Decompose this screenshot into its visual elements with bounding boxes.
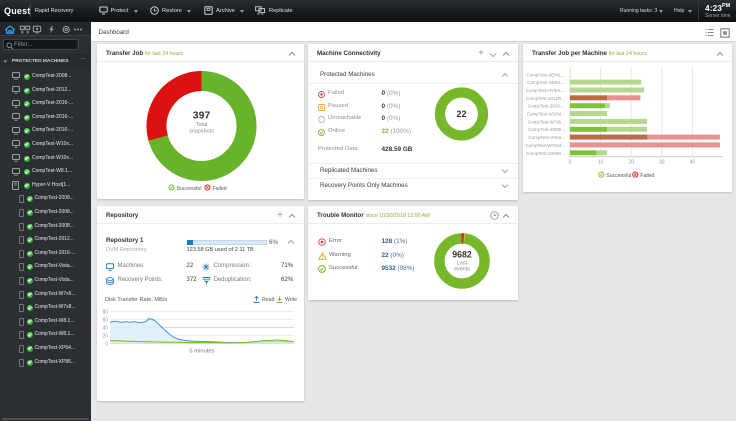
svg-text:10: 10 bbox=[598, 160, 604, 166]
svg-text:snapshots: snapshots bbox=[189, 129, 214, 135]
svg-text:20: 20 bbox=[102, 333, 108, 339]
svg-text:CompTest-W7ds...: CompTest-W7ds... bbox=[528, 119, 565, 124]
svg-text:CompTest-2012R...: CompTest-2012R... bbox=[526, 96, 565, 101]
svg-text:Failed: Failed bbox=[213, 186, 227, 192]
svg-text:0: 0 bbox=[569, 160, 572, 166]
svg-text:40: 40 bbox=[690, 160, 696, 166]
svg-text:22: 22 bbox=[456, 109, 466, 119]
svg-text:20: 20 bbox=[628, 160, 634, 166]
svg-text:Successful: Successful bbox=[606, 173, 631, 179]
svg-text:CompTest-XEN6....: CompTest-XEN6.... bbox=[526, 72, 565, 77]
svg-text:CompTest-2016-...: CompTest-2016-... bbox=[528, 104, 565, 109]
svg-text:30: 30 bbox=[659, 160, 665, 166]
svg-text:Successful: Successful bbox=[177, 186, 202, 192]
svg-text:9682: 9682 bbox=[453, 249, 473, 259]
svg-text:CompTest-VISta...: CompTest-VISta... bbox=[528, 135, 565, 140]
svg-text:events: events bbox=[454, 266, 470, 272]
svg-text:397: 397 bbox=[193, 110, 211, 122]
svg-text:CompTest-W10vt...: CompTest-W10vt... bbox=[527, 112, 565, 117]
svg-text:Failed: Failed bbox=[640, 173, 654, 179]
svg-text:Total: Total bbox=[196, 122, 207, 128]
svg-text:80: 80 bbox=[102, 309, 108, 315]
svg-text:CompTest-HY5m....: CompTest-HY5m.... bbox=[526, 88, 565, 93]
svg-text:CompTest-W7x64...: CompTest-W7x64... bbox=[525, 143, 565, 148]
svg-text:Last: Last bbox=[457, 260, 468, 266]
svg-text:CompTest-2008r...: CompTest-2008r... bbox=[528, 127, 565, 132]
svg-text:0: 0 bbox=[105, 341, 108, 347]
svg-text:60: 60 bbox=[102, 317, 108, 323]
svg-text:CompTest-X9S4....: CompTest-X9S4.... bbox=[527, 80, 565, 85]
svg-text:40: 40 bbox=[102, 325, 108, 331]
svg-text:5 minutes: 5 minutes bbox=[189, 348, 214, 354]
svg-text:CompTest-2008R...: CompTest-2008R... bbox=[526, 151, 565, 156]
